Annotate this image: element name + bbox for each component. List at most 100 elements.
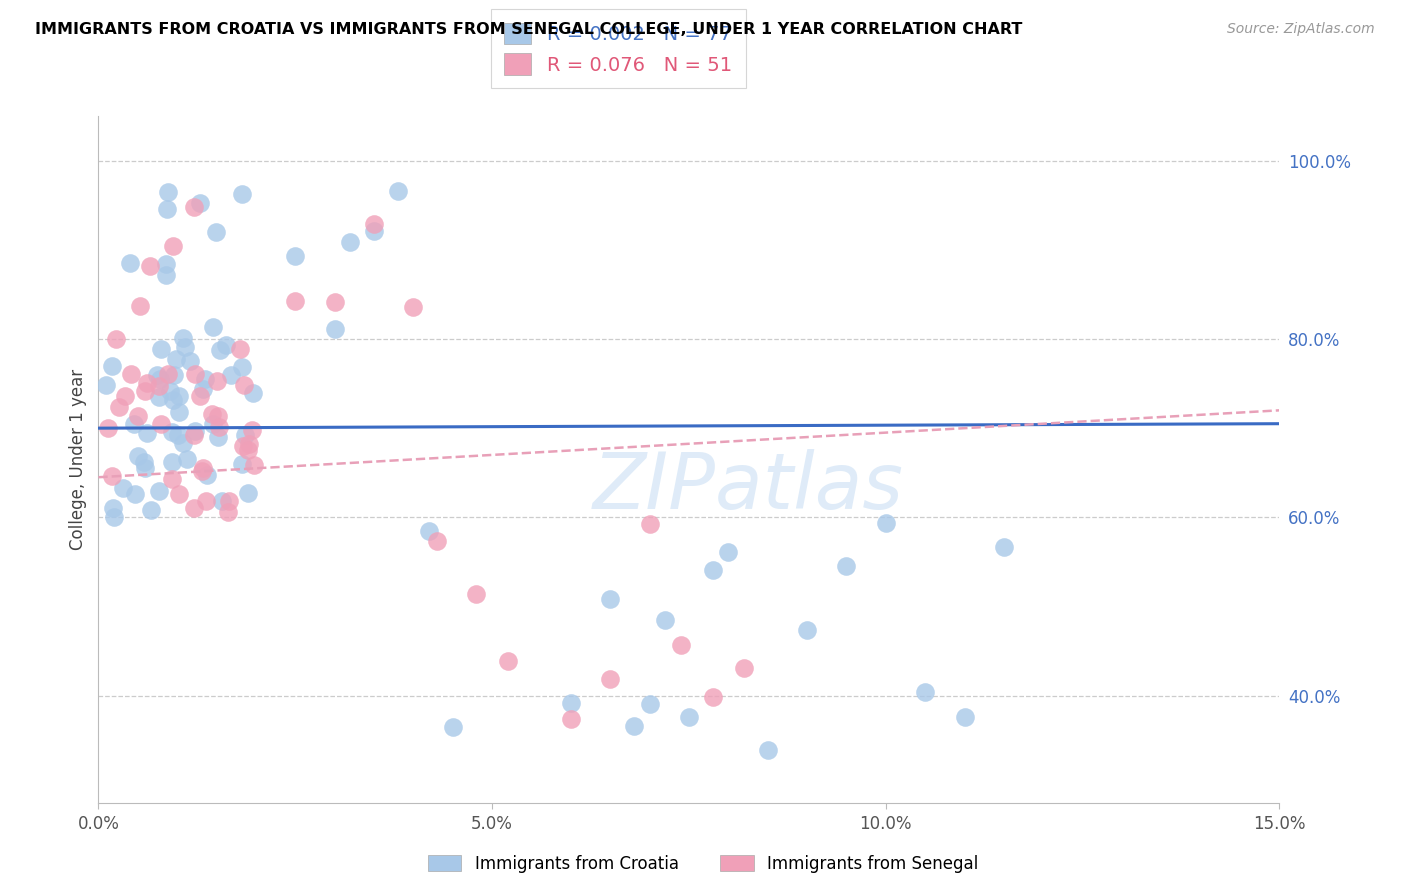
Point (363, 223, 385, 237)
Point (193, 383, 215, 397)
Point (162, 392, 184, 407)
Point (560, 712, 582, 726)
Point (678, 710, 700, 724)
Point (233, 427, 256, 442)
Point (179, 354, 201, 368)
Point (205, 375, 228, 389)
Point (129, 299, 152, 313)
Point (97, 421, 120, 435)
Text: Source: ZipAtlas.com: Source: ZipAtlas.com (1227, 22, 1375, 37)
Point (188, 389, 211, 403)
Point (418, 524, 440, 539)
Point (426, 534, 449, 549)
Point (122, 417, 145, 432)
Point (163, 368, 186, 383)
Legend: Immigrants from Croatia, Immigrants from Senegal: Immigrants from Croatia, Immigrants from… (422, 848, 984, 880)
Point (702, 690, 724, 705)
Point (114, 389, 136, 403)
Point (240, 423, 263, 437)
Point (599, 592, 621, 607)
Point (702, 563, 724, 577)
Point (623, 719, 645, 733)
Point (183, 201, 205, 215)
Point (231, 457, 253, 471)
Point (402, 300, 425, 314)
Point (169, 487, 191, 501)
Point (496, 654, 519, 668)
Point (387, 184, 409, 198)
Point (139, 503, 162, 517)
Point (207, 430, 229, 444)
Point (105, 332, 128, 346)
Point (733, 660, 755, 674)
Point (96, 378, 118, 392)
Point (205, 225, 228, 239)
Point (134, 384, 156, 399)
Point (107, 401, 129, 415)
Point (717, 545, 740, 559)
Point (162, 238, 184, 252)
Point (231, 186, 253, 201)
Point (155, 268, 177, 283)
Point (127, 409, 149, 424)
Point (191, 464, 214, 478)
Point (835, 559, 858, 574)
Point (156, 202, 179, 216)
Point (669, 638, 692, 652)
Point (236, 442, 259, 457)
Point (238, 437, 260, 451)
Point (148, 484, 170, 499)
Point (160, 455, 183, 469)
Point (284, 293, 307, 308)
Point (172, 436, 194, 450)
Point (148, 390, 170, 404)
Point (202, 417, 225, 431)
Point (243, 458, 266, 472)
Point (323, 322, 346, 336)
Point (194, 494, 217, 508)
Point (638, 697, 661, 711)
Y-axis label: College, Under 1 year: College, Under 1 year (69, 368, 87, 550)
Point (756, 743, 779, 757)
Point (132, 455, 155, 469)
Point (441, 720, 464, 734)
Point (103, 500, 125, 515)
Point (134, 461, 156, 475)
Legend: R = 0.002   N = 77, R = 0.076   N = 51: R = 0.002 N = 77, R = 0.076 N = 51 (491, 9, 745, 88)
Point (135, 426, 157, 441)
Point (323, 295, 346, 310)
Point (160, 471, 183, 485)
Point (229, 342, 252, 356)
Point (191, 460, 214, 475)
Point (599, 672, 621, 686)
Point (208, 420, 231, 434)
Point (654, 613, 676, 627)
Point (183, 424, 205, 438)
Point (148, 371, 170, 385)
Point (127, 449, 149, 463)
Point (176, 452, 198, 467)
Point (914, 685, 936, 699)
Point (284, 249, 307, 263)
Point (207, 409, 229, 424)
Point (111, 481, 134, 495)
Point (159, 384, 181, 398)
Point (194, 372, 217, 386)
Point (231, 360, 253, 375)
Point (155, 257, 177, 271)
Point (138, 259, 160, 273)
Point (218, 493, 240, 508)
Point (156, 367, 179, 381)
Text: ZIPatlas: ZIPatlas (592, 449, 904, 524)
Point (796, 623, 818, 637)
Point (233, 377, 256, 392)
Point (167, 404, 190, 418)
Point (145, 368, 167, 383)
Point (101, 468, 124, 483)
Point (120, 255, 142, 269)
Point (149, 342, 172, 356)
Point (166, 428, 188, 442)
Point (363, 217, 385, 231)
Point (875, 516, 897, 531)
Point (169, 388, 191, 402)
